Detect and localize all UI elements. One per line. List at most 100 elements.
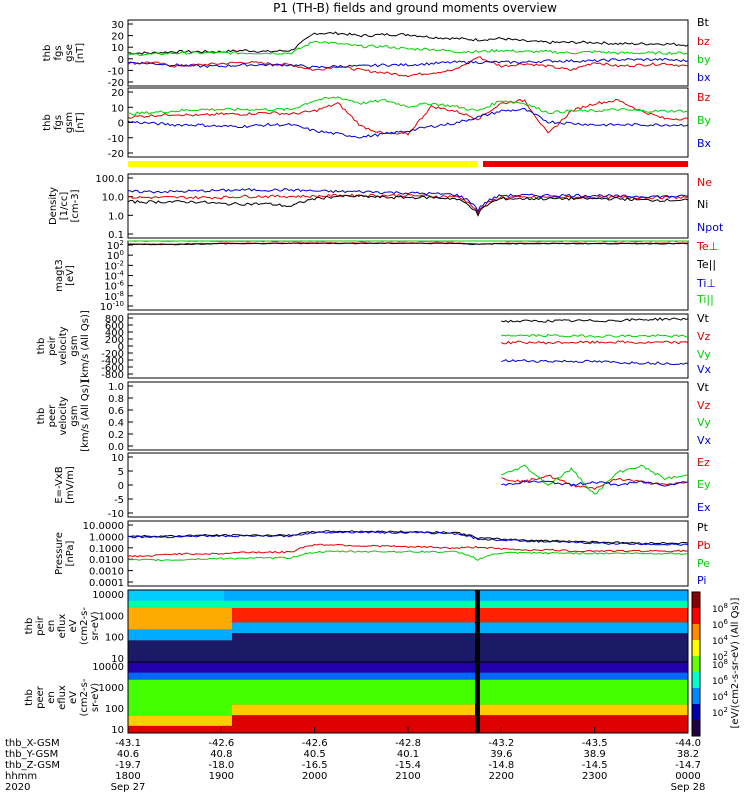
spectrogram-cell — [440, 600, 449, 612]
y-tick-label: -400 — [101, 356, 124, 367]
spectrogram-cell — [336, 679, 345, 705]
x-row-value: 2200 — [489, 771, 514, 782]
spectrogram-cell — [512, 679, 521, 705]
spectrogram-cell — [640, 608, 649, 623]
spectrogram-cell — [168, 679, 177, 716]
spectrogram-cell — [136, 590, 145, 608]
spectrogram-cell — [392, 633, 401, 662]
y-axis-label: eV — [68, 619, 79, 632]
spectrogram-cell — [616, 600, 625, 612]
colorbar-segment — [692, 704, 700, 721]
spectrogram-cell — [520, 600, 529, 612]
spectrogram-cell — [376, 600, 385, 612]
y-tick-label: 10 — [111, 453, 124, 464]
spectrogram-cell — [200, 662, 209, 680]
spectrogram-cell — [352, 622, 361, 634]
spectrogram-cell — [232, 704, 241, 716]
series-line-Ex — [501, 480, 689, 487]
spectrogram-cell — [416, 608, 425, 623]
x-row-value: 40.1 — [397, 749, 419, 760]
colorbar-tick: 108 — [712, 658, 728, 671]
y-tick-label: 100 — [105, 633, 124, 644]
spectrogram-cell — [400, 704, 409, 716]
spectrogram-cell — [400, 590, 409, 608]
spectrogram-cell — [128, 600, 137, 612]
spectrogram-cell — [552, 608, 561, 623]
spectrogram-cell — [208, 679, 217, 716]
spectrogram-cell — [408, 704, 417, 716]
spectrogram-cell — [344, 704, 353, 716]
y-axis-label: peir — [47, 335, 58, 355]
spectrogram-cell — [312, 715, 321, 733]
spectrogram-cell — [312, 633, 321, 662]
spectrogram-cell — [480, 633, 489, 662]
y-tick-label: 600 — [105, 321, 124, 332]
spectrogram-cell — [320, 590, 329, 608]
spectrogram-cell — [184, 600, 193, 612]
spectrogram-cell — [288, 679, 297, 705]
spectrogram-cell — [240, 672, 249, 684]
spectrogram-cell — [400, 622, 409, 634]
x-row-value: 2100 — [395, 771, 420, 782]
legend-label: Vx — [697, 363, 712, 376]
spectrogram-cell — [488, 715, 497, 733]
spectrogram-cell — [128, 715, 137, 726]
spectrogram-cell — [456, 672, 465, 684]
spectrogram-cell — [400, 672, 409, 684]
spectrogram-cell — [640, 715, 649, 733]
spectrogram-cell — [336, 590, 345, 608]
spectrogram-cell — [384, 600, 393, 612]
y-tick-label: 20 — [111, 32, 124, 43]
y-tick-label: 0 — [118, 481, 124, 492]
y-tick-label: 20 — [111, 88, 124, 99]
spectrogram-cell — [664, 608, 673, 623]
spectrogram-cell — [360, 679, 369, 705]
spectrogram-cell — [360, 600, 369, 612]
spectrogram-cell — [600, 633, 609, 662]
spectrogram-cell — [312, 679, 321, 705]
spectrogram-cell — [392, 622, 401, 634]
spectrogram-cell — [624, 608, 633, 623]
spectrogram-cell — [376, 715, 385, 733]
spectrogram-cell — [144, 629, 153, 641]
spectrogram-cell — [176, 672, 185, 684]
spectrogram-cell — [480, 662, 489, 680]
spectrogram-cell — [520, 633, 529, 662]
spectrogram-cell — [160, 640, 169, 662]
spectrogram-cell — [352, 679, 361, 705]
spectrogram-cell — [544, 704, 553, 716]
spectrogram-cell — [376, 608, 385, 623]
colorbar-segment — [692, 624, 700, 641]
spectrogram-cell — [344, 590, 353, 608]
spectrogram-cell — [216, 725, 225, 733]
y-axis-label: sr-eV) — [90, 611, 101, 640]
spectrogram-cell — [680, 679, 689, 705]
spectrogram-cell — [680, 608, 689, 623]
y-tick-label: -20 — [108, 149, 124, 160]
spectrogram-cell — [400, 600, 409, 612]
spectrogram-cell — [568, 679, 577, 705]
spectrogram-cell — [528, 672, 537, 684]
spectrogram-cell — [224, 679, 233, 716]
spectrogram-cell — [576, 662, 585, 680]
spectrogram-cell — [480, 679, 489, 705]
y-axis-label: gsm — [69, 335, 80, 356]
spectrogram-cell — [248, 704, 257, 716]
y-tick-label: 0.8 — [108, 394, 124, 405]
y-tick-label: 10-10 — [100, 300, 124, 313]
spectrogram-cell — [656, 672, 665, 684]
spectrogram-cell — [480, 600, 489, 612]
spectrogram-cell — [408, 622, 417, 634]
spectrogram-cell — [528, 662, 537, 680]
y-tick-label: 0.1000 — [89, 544, 124, 555]
spectrogram-cell — [232, 679, 241, 705]
spectrogram-cell — [304, 662, 313, 680]
spectrogram-cell — [584, 608, 593, 623]
spectrogram-cell — [408, 600, 417, 612]
spectrogram-cell — [584, 600, 593, 612]
spectrogram-cell — [488, 633, 497, 662]
spectrogram-cell — [160, 715, 169, 726]
colorbar-frame — [691, 591, 701, 737]
spectrogram-cell — [168, 715, 177, 726]
y-tick-label: 0.0010 — [89, 567, 124, 578]
